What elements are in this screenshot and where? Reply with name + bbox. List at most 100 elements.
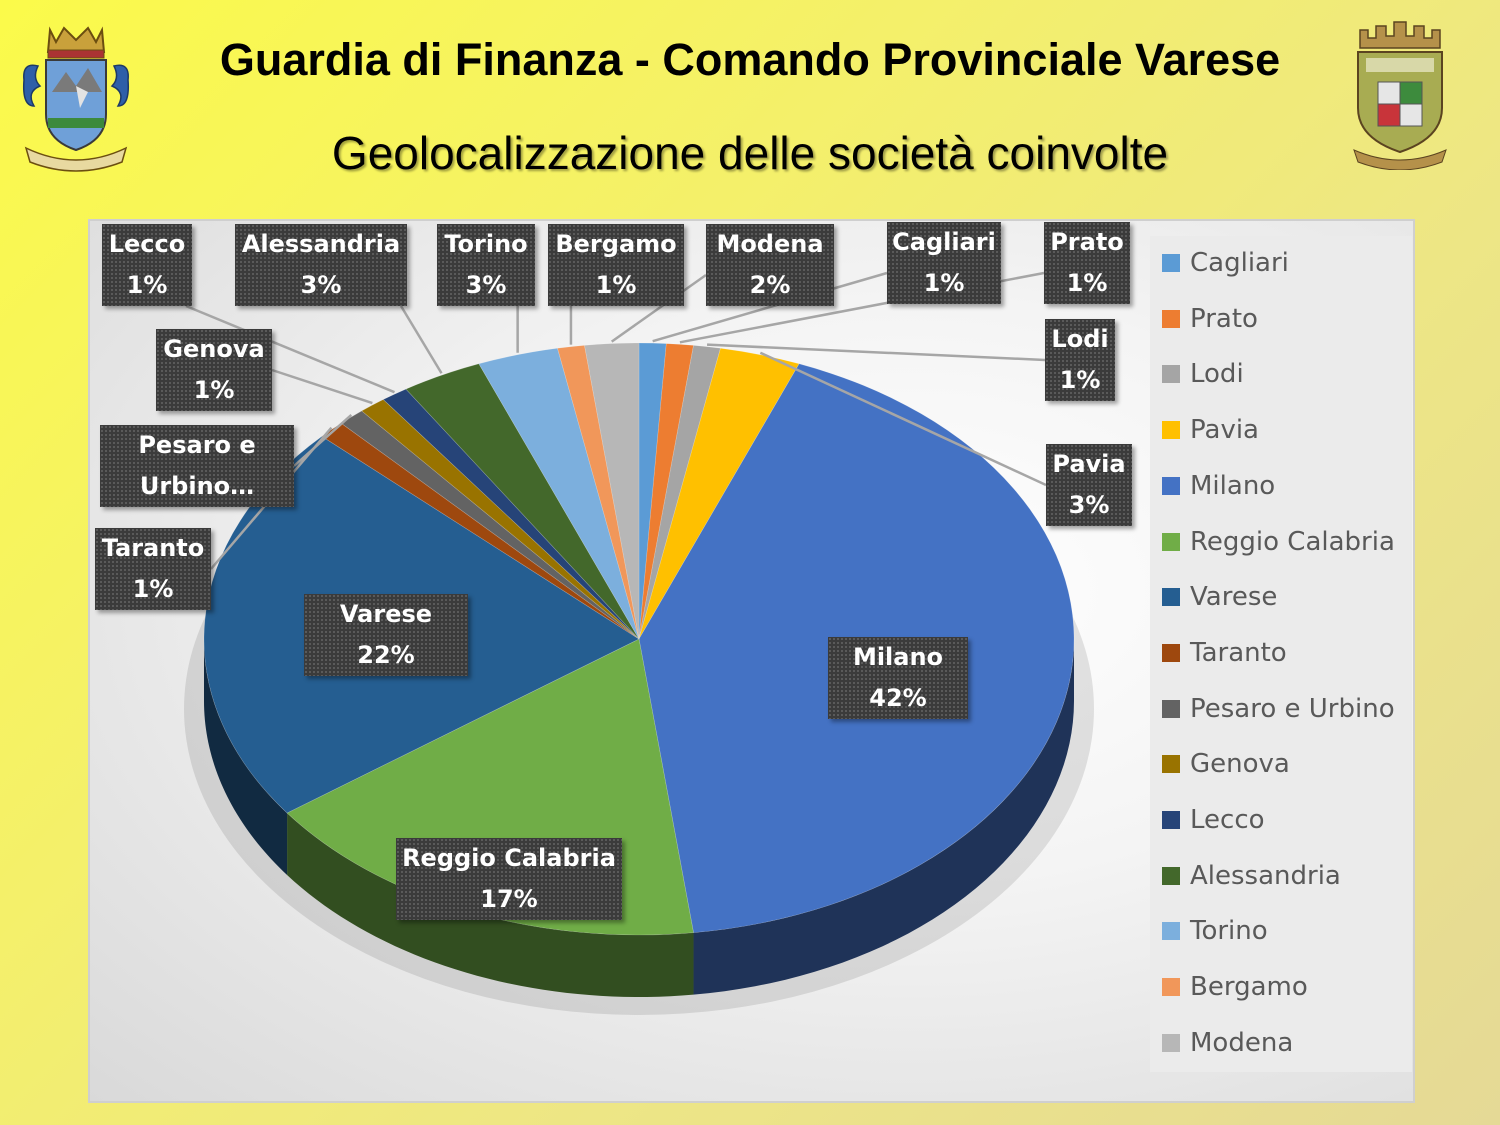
legend-label: Lodi <box>1190 359 1244 390</box>
data-label-modena: Modena 2% <box>706 224 834 306</box>
leader-line-pesaro-e-urbino <box>293 414 353 467</box>
data-label-value: 2% <box>749 271 791 299</box>
data-label-bergamo: Bergamo 1% <box>548 224 684 306</box>
leader-line-genova <box>271 368 373 405</box>
legend-item-modena: Modena <box>1162 1023 1293 1063</box>
legend-label: Bergamo <box>1190 972 1308 1003</box>
pie-side-reggio-calabria <box>287 812 694 997</box>
legend-swatch <box>1162 365 1180 384</box>
leader-line-alessandria <box>399 305 443 374</box>
legend-item-milano: Milano <box>1162 466 1275 506</box>
pie-slice-alessandria <box>405 363 640 640</box>
leader-line-lecco <box>185 304 395 394</box>
pie-slice-bergamo <box>557 345 640 640</box>
legend-item-lodi: Lodi <box>1162 354 1244 394</box>
pie-side-milano <box>693 639 1074 995</box>
data-label-value: 1% <box>1066 269 1108 297</box>
legend-item-cagliari: Cagliari <box>1162 243 1289 283</box>
data-label-name: Genova <box>163 335 265 363</box>
pie-slice-torino <box>478 347 640 640</box>
data-label-name: Varese <box>339 600 433 628</box>
data-label-name: Pavia <box>1052 450 1126 478</box>
legend-swatch <box>1162 643 1180 662</box>
data-label-value: 17% <box>480 885 538 913</box>
legend-item-bergamo: Bergamo <box>1162 967 1308 1007</box>
legend-item-torino: Torino <box>1162 911 1268 951</box>
data-label-taranto: Taranto 1% <box>95 528 211 610</box>
data-label-name: Prato <box>1050 228 1124 256</box>
legend-label: Torino <box>1190 916 1268 947</box>
legend-item-lecco: Lecco <box>1162 800 1265 840</box>
legend-item-pavia: Pavia <box>1162 410 1259 450</box>
data-label-name: Cagliari <box>892 228 996 256</box>
data-label-value: 3% <box>300 271 342 299</box>
data-label-value: 1% <box>126 271 168 299</box>
legend-label: Reggio Calabria <box>1190 526 1395 557</box>
data-label-pavia: Pavia 3% <box>1046 444 1132 526</box>
data-label-value: 42% <box>869 684 927 712</box>
data-label-name: Lecco <box>108 230 186 258</box>
legend-label: Genova <box>1190 749 1290 780</box>
data-label-value: 22% <box>357 641 415 669</box>
legend-swatch <box>1162 866 1180 885</box>
legend-label: Alessandria <box>1190 860 1341 891</box>
legend-label: Varese <box>1190 582 1278 613</box>
legend-swatch <box>1162 755 1180 774</box>
data-label-prato: Prato 1% <box>1044 222 1130 304</box>
pie-slice-modena <box>584 342 640 640</box>
data-label-value: 1% <box>923 269 965 297</box>
data-label-name: Bergamo <box>555 230 677 258</box>
data-label-name: Lodi <box>1051 325 1109 353</box>
leader-line-modena <box>610 273 707 343</box>
legend-swatch <box>1162 421 1180 440</box>
leader-line-cagliari <box>652 271 888 343</box>
legend-item-pesaro-e-urbino: Pesaro e Urbino <box>1162 689 1395 729</box>
data-label-name: Milano <box>852 643 944 671</box>
pie-slice-pavia <box>638 347 800 640</box>
legend-label: Prato <box>1190 303 1258 334</box>
pie-slice-genova <box>361 399 640 640</box>
legend-label: Pavia <box>1190 415 1259 446</box>
legend-swatch <box>1162 476 1180 495</box>
legend-swatch <box>1162 978 1180 997</box>
pie-slice-prato <box>638 343 694 640</box>
legend-item-alessandria: Alessandria <box>1162 856 1341 896</box>
legend-swatch <box>1162 309 1180 328</box>
data-label-name: Pesaro e Urbino… <box>138 431 256 500</box>
legend-label: Milano <box>1190 470 1276 501</box>
legend-label: Modena <box>1190 1027 1294 1058</box>
legend-label: Taranto <box>1190 637 1287 668</box>
guardia-di-finanza-crest-icon <box>22 26 130 172</box>
pie-side-varese <box>204 639 288 875</box>
chart-legend: Cagliari Prato Lodi Pavia Milano Reggio Calab… <box>1150 236 1412 1072</box>
leader-line-lodi <box>706 343 1046 362</box>
data-label-alessandria: Alessandria 3% <box>235 224 407 306</box>
legend-swatch <box>1162 532 1180 551</box>
legend-item-prato: Prato <box>1162 299 1258 339</box>
pie-slice-lodi <box>638 345 721 640</box>
legend-swatch <box>1162 811 1180 829</box>
data-label-name: Torino <box>444 230 528 258</box>
data-label-value: 3% <box>1068 491 1110 519</box>
data-label-torino: Torino 3% <box>437 224 535 306</box>
legend-swatch <box>1162 922 1180 941</box>
data-label-value: 1% <box>132 575 174 603</box>
pie-slice-lecco <box>382 388 640 640</box>
data-label-name: Alessandria <box>241 230 401 258</box>
legend-swatch <box>1162 588 1180 607</box>
data-label-lecco: Lecco 1% <box>102 224 192 306</box>
comando-provinciale-varese-crest-icon <box>1353 21 1447 170</box>
legend-item-taranto: Taranto <box>1162 633 1287 673</box>
data-label-value: 3% <box>465 271 507 299</box>
legend-swatch <box>1162 1033 1180 1052</box>
data-label-genova: Genova 1% <box>156 329 272 411</box>
data-label-pesaro-e-urbino: Pesaro e Urbino… <box>100 425 294 507</box>
legend-label: Lecco <box>1190 805 1265 835</box>
page-subtitle: Geolocalizzazione delle società coinvolt… <box>331 127 1169 179</box>
data-label-reggio-calabria: Reggio Calabria 17% <box>396 838 622 920</box>
legend-item-genova: Genova <box>1162 744 1290 784</box>
data-label-name: Reggio Calabria <box>402 844 616 872</box>
legend-label: Cagliari <box>1190 248 1289 278</box>
page-title: Guardia di Finanza - Comando Provinciale… <box>219 34 1281 85</box>
data-label-value: 1% <box>193 376 235 404</box>
